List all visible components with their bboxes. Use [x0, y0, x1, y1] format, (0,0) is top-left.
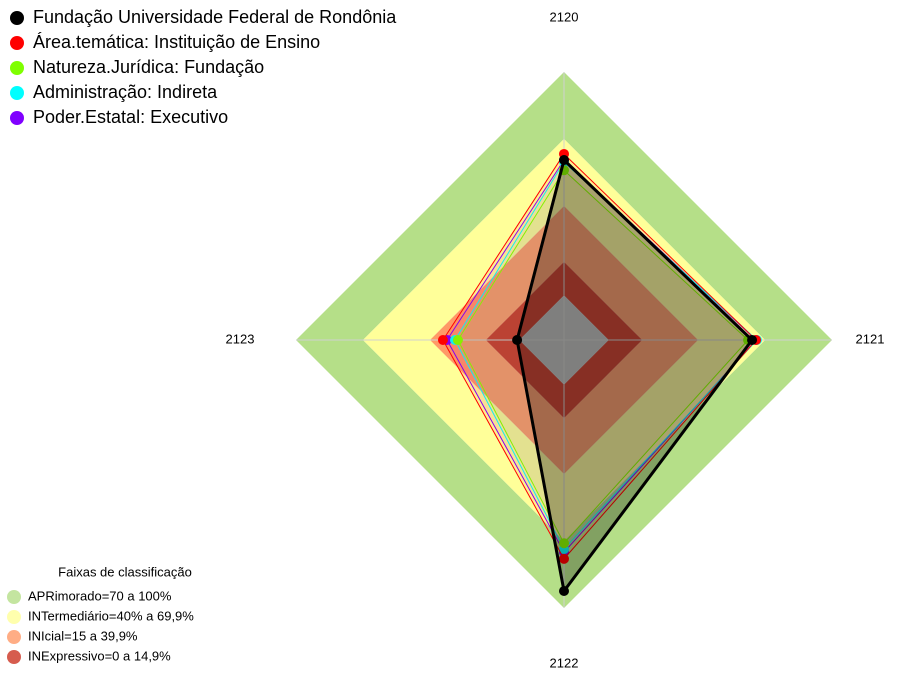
band: [296, 72, 832, 608]
axis-label: 2123: [226, 331, 255, 346]
band-legend-marker: [7, 630, 21, 644]
band-legend-label: INExpressivo=0 a 14,9%: [28, 648, 171, 663]
axis-label: 2122: [550, 655, 579, 670]
band-legend-label: INIcial=15 a 39,9%: [28, 628, 138, 643]
series-point: [437, 335, 448, 345]
legend-marker: [10, 11, 24, 25]
legend-marker: [10, 86, 24, 100]
legend-label: Natureza.Jurídica: Fundação: [33, 57, 264, 77]
series-point: [512, 335, 523, 345]
bands-title: Faixas de classificação: [58, 564, 192, 579]
band-legend-label: INTermediário=40% a 69,9%: [28, 608, 194, 623]
series-point: [559, 538, 569, 549]
axis-label: 2120: [550, 9, 579, 24]
legend-label: Fundação Universidade Federal de Rondôni…: [33, 7, 397, 27]
band-legend-marker: [7, 610, 21, 624]
legend-label: Área.temática: Instituição de Ensino: [33, 32, 320, 52]
legend-label: Administração: Indireta: [33, 82, 218, 102]
legend-marker: [10, 36, 24, 50]
series-point: [747, 335, 758, 345]
band-legend-marker: [7, 590, 21, 604]
series-point: [559, 154, 569, 165]
legend-label: Poder.Estatal: Executivo: [33, 107, 228, 127]
series-point: [559, 586, 569, 597]
legend-marker: [10, 61, 24, 75]
band-legend-marker: [7, 650, 21, 664]
legend-marker: [10, 111, 24, 125]
axis-label: 2121: [856, 331, 885, 346]
band-legend-label: APRimorado=70 a 100%: [28, 588, 172, 603]
band: [430, 206, 698, 474]
series-point: [559, 553, 569, 564]
series-point: [452, 335, 463, 345]
